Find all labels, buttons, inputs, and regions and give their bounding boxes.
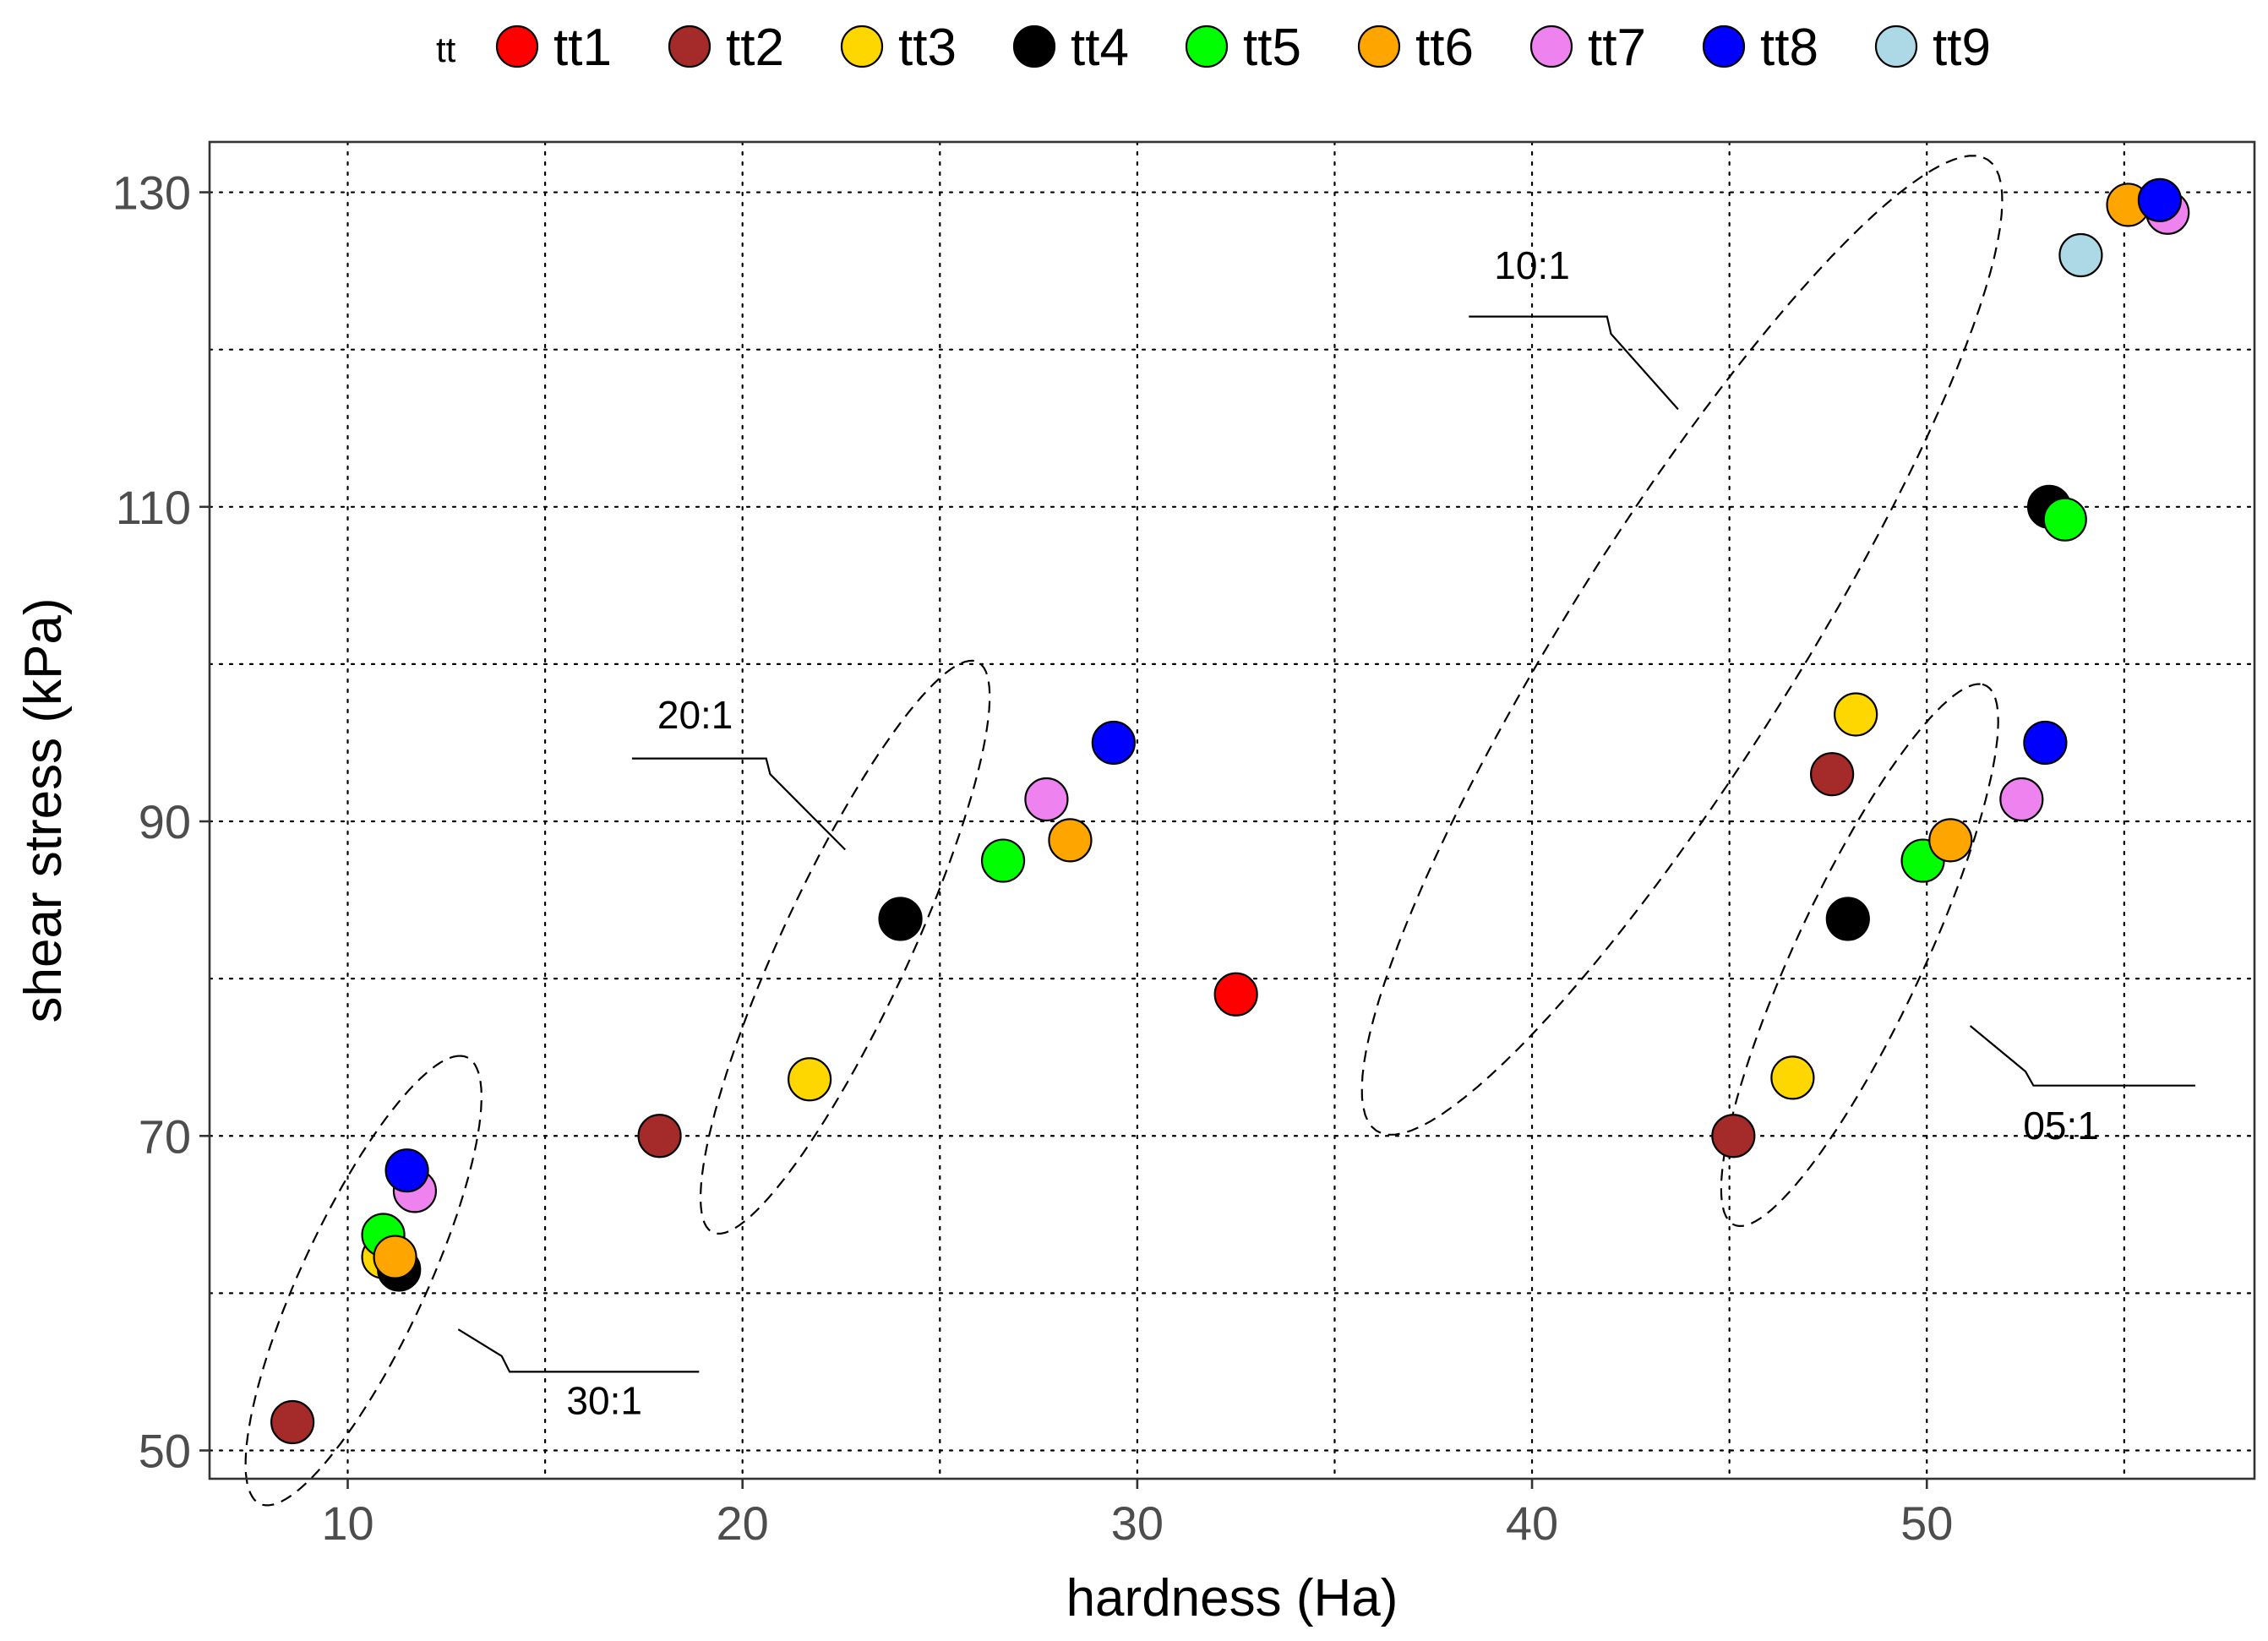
point-tt6-2 (1928, 818, 1973, 863)
point-tt2-1 (637, 1114, 682, 1159)
x-tick-label-20: 20 (717, 1497, 769, 1550)
point-tt3-3 (1834, 692, 1878, 737)
annotation-leader-10-1 (1469, 315, 1679, 411)
annotation-leader-20-1 (631, 757, 846, 851)
point-tt1-0 (1213, 972, 1258, 1017)
point-tt2-3 (1810, 752, 1855, 797)
legend-key-tt1 (495, 25, 539, 68)
point-tt9-0 (2058, 232, 2103, 278)
group-ellipse-10-1 (1360, 155, 2004, 1136)
annotation-leader-30-1 (457, 1328, 700, 1373)
y-tick-label-70: 70 (139, 1109, 191, 1163)
point-tt8-3 (2137, 177, 2182, 222)
legend-label-tt9: tt9 (1933, 19, 1991, 77)
legend-key-tt9 (1874, 25, 1918, 68)
point-tt3-1 (788, 1057, 832, 1102)
data-points (270, 177, 2190, 1445)
annotation-label-20-1: 20:1 (657, 693, 733, 737)
y-axis: 50 70 90 110 130 (112, 166, 210, 1477)
x-tick-label-10: 10 (321, 1497, 373, 1550)
legend-key-tt3 (840, 25, 884, 68)
legend-label-tt5: tt5 (1243, 19, 1301, 77)
legend-label-tt8: tt8 (1760, 19, 1818, 77)
point-tt2-2 (1711, 1114, 1756, 1159)
group-ellipse-20-1 (699, 659, 991, 1235)
point-tt7-2 (1999, 777, 2044, 822)
x-tick-label-30: 30 (1111, 1497, 1164, 1550)
point-tt6-1 (1048, 818, 1093, 863)
legend-label-tt3: tt3 (898, 19, 957, 77)
point-tt4-2 (1825, 897, 1870, 941)
group-ellipses (244, 155, 2004, 1507)
y-tick-label-90: 90 (139, 795, 191, 848)
point-tt5-1 (980, 838, 1026, 883)
point-tt2-0 (270, 1399, 315, 1445)
annotation-label-30-1: 30:1 (566, 1379, 642, 1423)
legend-key-tt8 (1702, 25, 1746, 68)
legend-key-tt7 (1529, 25, 1573, 68)
legend-key-tt2 (668, 25, 711, 68)
annotation-label-05-1: 05:1 (2023, 1104, 2099, 1148)
point-tt8-0 (384, 1148, 429, 1193)
point-tt8-1 (1091, 720, 1136, 766)
group-ellipse-30-1 (244, 1055, 482, 1507)
x-axis-title: hardness (Ha) (1066, 1569, 1398, 1627)
point-tt3-2 (1770, 1055, 1815, 1100)
annotation-label-10-1: 10:1 (1494, 243, 1570, 287)
y-axis-title: shear stress (kPa) (14, 597, 73, 1022)
annotation-leader-05-1 (1969, 1025, 2195, 1087)
legend-key-tt4 (1012, 25, 1056, 68)
legend-items: tt1 tt2 tt3 tt4 tt5 tt6 tt7 tt8 tt9 (495, 19, 1991, 77)
grid (208, 140, 2256, 1480)
legend-label-tt2: tt2 (726, 19, 784, 77)
legend-label-tt4: tt4 (1071, 19, 1129, 77)
x-axis: 10 20 30 40 50 (321, 1479, 1953, 1550)
point-tt4-1 (878, 897, 923, 941)
plot-panel-border (208, 140, 2256, 1480)
y-tick-label-50: 50 (139, 1424, 191, 1477)
point-tt5-3 (2042, 497, 2087, 542)
legend-label-tt7: tt7 (1588, 19, 1646, 77)
x-tick-label-50: 50 (1900, 1497, 1953, 1550)
point-tt6-0 (373, 1235, 417, 1279)
legend-label-tt6: tt6 (1415, 19, 1474, 77)
legend-key-tt5 (1185, 25, 1229, 68)
legend-label-tt1: tt1 (553, 19, 612, 77)
group-ellipse-05-1 (1720, 683, 1999, 1228)
y-tick-label-110: 110 (116, 481, 191, 534)
group-annotations: 10:1 20:1 30:1 05:1 (457, 243, 2195, 1423)
point-tt7-1 (1024, 777, 1069, 822)
legend-title: tt (436, 30, 456, 69)
point-tt8-2 (2023, 720, 2068, 766)
x-tick-label-40: 40 (1506, 1497, 1558, 1550)
y-tick-label-130: 130 (112, 166, 191, 220)
legend-key-tt6 (1357, 25, 1401, 68)
legend: tt tt1 tt2 tt3 tt4 tt5 tt6 tt7 tt8 tt9 (436, 19, 1991, 77)
